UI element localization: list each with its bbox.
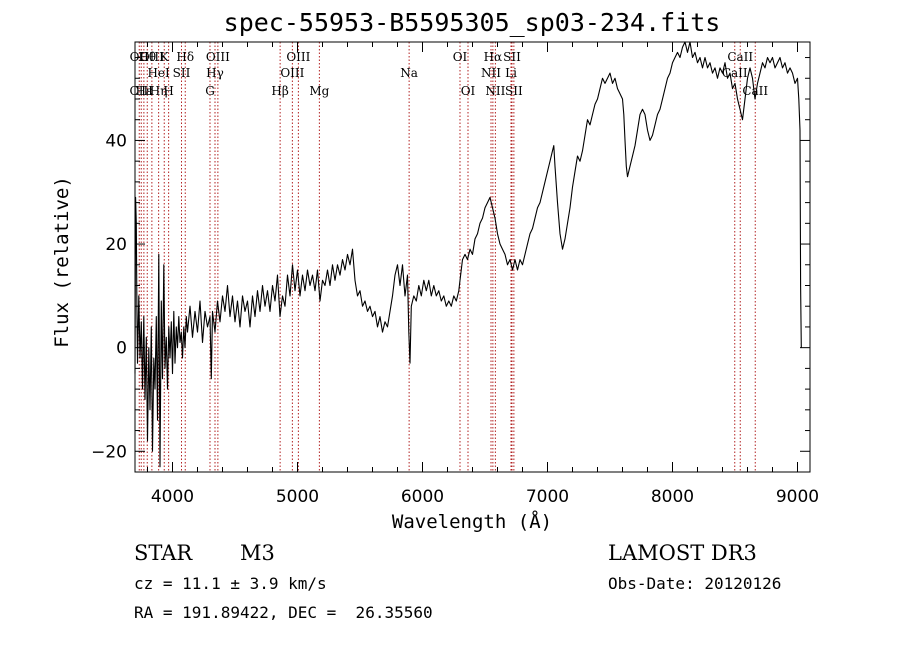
spectral-line-label: NII — [481, 66, 501, 80]
spectral-line-label: CaII — [722, 66, 748, 80]
spectral-line-label: OII — [130, 50, 150, 64]
x-tick-label: 8000 — [651, 487, 694, 507]
y-tick-label: −20 — [91, 442, 127, 462]
line-label-group: OIICIIIHεHθOIIIHeIHηKHSIIHδGHγOIIIHβOIII… — [130, 50, 769, 98]
x-tick-label: 9000 — [776, 487, 819, 507]
spectral-line-label: Hγ — [206, 66, 224, 80]
spectral-line-label: CaII — [742, 84, 768, 98]
spectral-line-label: OIII — [280, 66, 304, 80]
spectral-line-label: OIII — [206, 50, 230, 64]
spectral-line-label: K — [160, 50, 170, 64]
survey-name: LAMOST DR3 — [608, 541, 757, 565]
spectral-line-label: Hη — [150, 84, 168, 98]
series-group — [134, 41, 802, 468]
spectral-line-label: SII — [505, 84, 523, 98]
y-tick-label: 0 — [116, 339, 127, 359]
spectral-line-label: Hα — [484, 50, 503, 64]
axes-group: 4000 5000 6000 7000 8000 9000 −20 0 20 40 — [91, 41, 819, 507]
plot-frame — [134, 41, 811, 473]
y-axis-label: Flux (relative) — [51, 176, 73, 348]
spectral-line-label: HeI — [147, 66, 170, 80]
object-class: STAR — [134, 541, 193, 565]
x-tick-label: 5000 — [276, 487, 319, 507]
spectral-line-label: Mg — [309, 84, 329, 98]
y-tick-label: 20 — [105, 235, 127, 255]
object-subclass: M3 — [240, 541, 275, 565]
coordinates: RA = 191.89422, DEC = 26.35560 — [134, 603, 433, 622]
x-tick-label: 6000 — [401, 487, 444, 507]
redshift-readout: cz = 11.1 ± 3.9 km/s — [134, 574, 327, 593]
spectral-line-label: Hβ — [271, 84, 288, 98]
spectral-line-label: OI — [453, 50, 468, 64]
obs-date: Obs-Date: 20120126 — [608, 574, 781, 593]
x-tick-label: 7000 — [526, 487, 569, 507]
spectral-line-label: Li — [505, 66, 517, 80]
x-axis-label: Wavelength (Å) — [392, 510, 552, 533]
spectral-line-label: CaII — [727, 50, 753, 64]
x-tick-label: 4000 — [151, 487, 194, 507]
flux-series-line — [134, 41, 802, 468]
spectral-line-label: G — [205, 84, 215, 98]
spectral-line-label: Hδ — [176, 50, 194, 64]
chart-title: spec-55953-B5595305_sp03-234.fits — [224, 8, 721, 37]
spectral-line-label: Hε — [136, 84, 153, 98]
spectral-line-label: SII — [173, 66, 191, 80]
spectral-line-label: OI — [461, 84, 476, 98]
spectral-line-label: H — [163, 84, 173, 98]
spectral-line-label: Hθ — [138, 50, 156, 64]
spectral-line-label: OIII — [140, 50, 164, 64]
spectral-line-label: OIII — [286, 50, 310, 64]
y-tick-label: 40 — [105, 131, 127, 151]
spectral-line-label: Na — [400, 66, 418, 80]
spectral-line-label: CIII — [130, 84, 154, 98]
line-marker-group — [138, 42, 756, 472]
spectral-line-label: SII — [503, 50, 521, 64]
spectral-line-label: NII — [485, 84, 505, 98]
